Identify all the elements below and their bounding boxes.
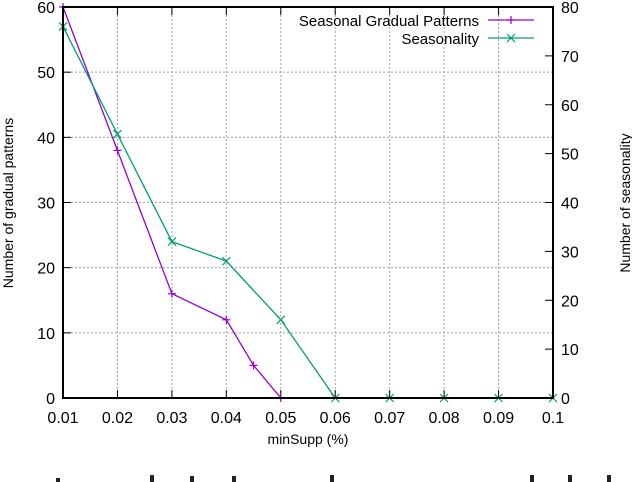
- x-tick-labels: 0.01 0.02 0.03 0.04 0.05 0.06 0.07 0.08 0.09 0.1: [47, 410, 564, 427]
- x-axis-title: minSupp (%): [268, 431, 349, 447]
- x-tick-label: 0.02: [102, 410, 133, 427]
- cross-marker-icon: [113, 129, 122, 139]
- y-tick-labels: 0 10 20 30 40 50 60: [37, 0, 55, 408]
- x-tick-label: 0.07: [374, 410, 405, 427]
- y2-tick-label: 10: [561, 342, 579, 359]
- x-tick-label: 0.05: [265, 410, 296, 427]
- y2-tick-label: 50: [561, 147, 579, 164]
- legend-label-seasonality: Seasonality: [401, 31, 479, 48]
- y-tick-label: 10: [37, 326, 55, 343]
- series-line: [62, 26, 553, 399]
- y2-tick-label: 70: [561, 49, 579, 66]
- cross-icon: [506, 33, 516, 43]
- clipped-caption-text: [0, 468, 632, 482]
- y-tick-label: 60: [37, 0, 55, 17]
- x-tick-label: 0.06: [320, 410, 351, 427]
- y-axis-title: Number of gradual patterns: [0, 118, 16, 288]
- y-tick-label: 50: [37, 65, 55, 82]
- plot-frame: [62, 6, 554, 399]
- legend-sample-plus-icon: [488, 16, 534, 24]
- x-tick-label: 0.01: [47, 410, 78, 427]
- x-tick-label: 0.09: [483, 410, 514, 427]
- y-tick-label: 20: [37, 261, 55, 278]
- y-tick-label: 0: [46, 391, 55, 408]
- legend-label-seasonal-gradual-patterns: Seasonal Gradual Patterns: [299, 13, 479, 30]
- y2-tick-labels: 0 10 20 30 40 50 60 70 80: [561, 0, 579, 408]
- y2-tick-label: 60: [561, 98, 579, 115]
- y-tick-label: 40: [37, 130, 55, 147]
- y2-tick-label: 80: [561, 0, 579, 17]
- x-tick-label: 0.08: [429, 410, 460, 427]
- y2-tick-label: 0: [561, 391, 570, 408]
- y2-tick-label: 20: [561, 293, 579, 310]
- series-seasonality: [58, 22, 558, 403]
- grid-lines: [63, 7, 553, 398]
- y-tick-label: 30: [37, 196, 55, 213]
- x-tick-label: 0.04: [211, 410, 242, 427]
- legend-sample-cross-icon: [488, 33, 534, 43]
- series-line: [62, 6, 282, 399]
- legend: Seasonal Gradual Patterns Seasonality: [299, 13, 534, 48]
- y2-tick-label: 30: [561, 244, 579, 261]
- y2-tick-label: 40: [561, 196, 579, 213]
- y2-axis-title: Number of seasonality: [617, 133, 632, 272]
- cross-marker-icon: [221, 256, 231, 266]
- x-tick-label: 0.1: [542, 410, 564, 427]
- cross-marker-icon: [167, 237, 177, 247]
- x-tick-label: 0.03: [156, 410, 187, 427]
- cross-marker-icon: [276, 315, 286, 325]
